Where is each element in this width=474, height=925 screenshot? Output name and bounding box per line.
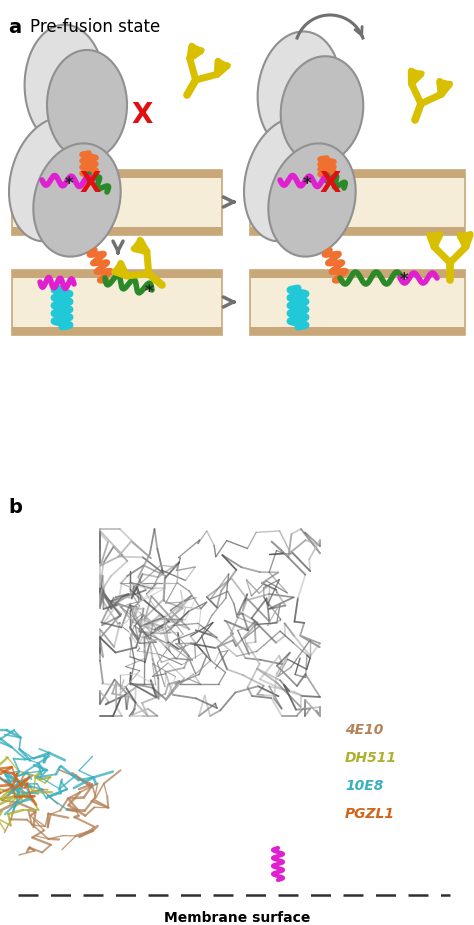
Ellipse shape <box>33 143 121 256</box>
Bar <box>12 228 222 235</box>
Text: *: * <box>400 271 408 289</box>
Bar <box>250 327 465 335</box>
Ellipse shape <box>9 117 97 241</box>
Text: X: X <box>319 170 341 198</box>
Ellipse shape <box>268 143 356 256</box>
Text: 4E10: 4E10 <box>345 723 383 737</box>
Text: 10E8: 10E8 <box>345 779 383 793</box>
Text: DH511: DH511 <box>345 751 397 765</box>
Text: PGZL1: PGZL1 <box>345 807 395 821</box>
Text: *: * <box>64 175 73 193</box>
Bar <box>12 270 222 278</box>
Ellipse shape <box>281 56 363 164</box>
Bar <box>250 228 465 235</box>
Ellipse shape <box>257 31 340 150</box>
Bar <box>12 170 222 178</box>
Text: *: * <box>145 283 153 301</box>
Text: a: a <box>8 18 21 37</box>
Text: Membrane surface: Membrane surface <box>164 911 310 925</box>
Bar <box>12 170 222 235</box>
Ellipse shape <box>244 117 332 241</box>
Ellipse shape <box>47 50 127 160</box>
Bar <box>250 270 465 278</box>
Text: b: b <box>8 498 22 517</box>
Text: X: X <box>79 170 100 198</box>
Text: *: * <box>303 175 311 193</box>
Bar <box>250 170 465 178</box>
Bar <box>12 270 222 335</box>
Bar <box>250 270 465 335</box>
Ellipse shape <box>25 25 105 146</box>
Bar <box>250 170 465 235</box>
Text: X: X <box>131 101 153 129</box>
Bar <box>12 327 222 335</box>
Text: Pre-fusion state: Pre-fusion state <box>30 18 160 36</box>
